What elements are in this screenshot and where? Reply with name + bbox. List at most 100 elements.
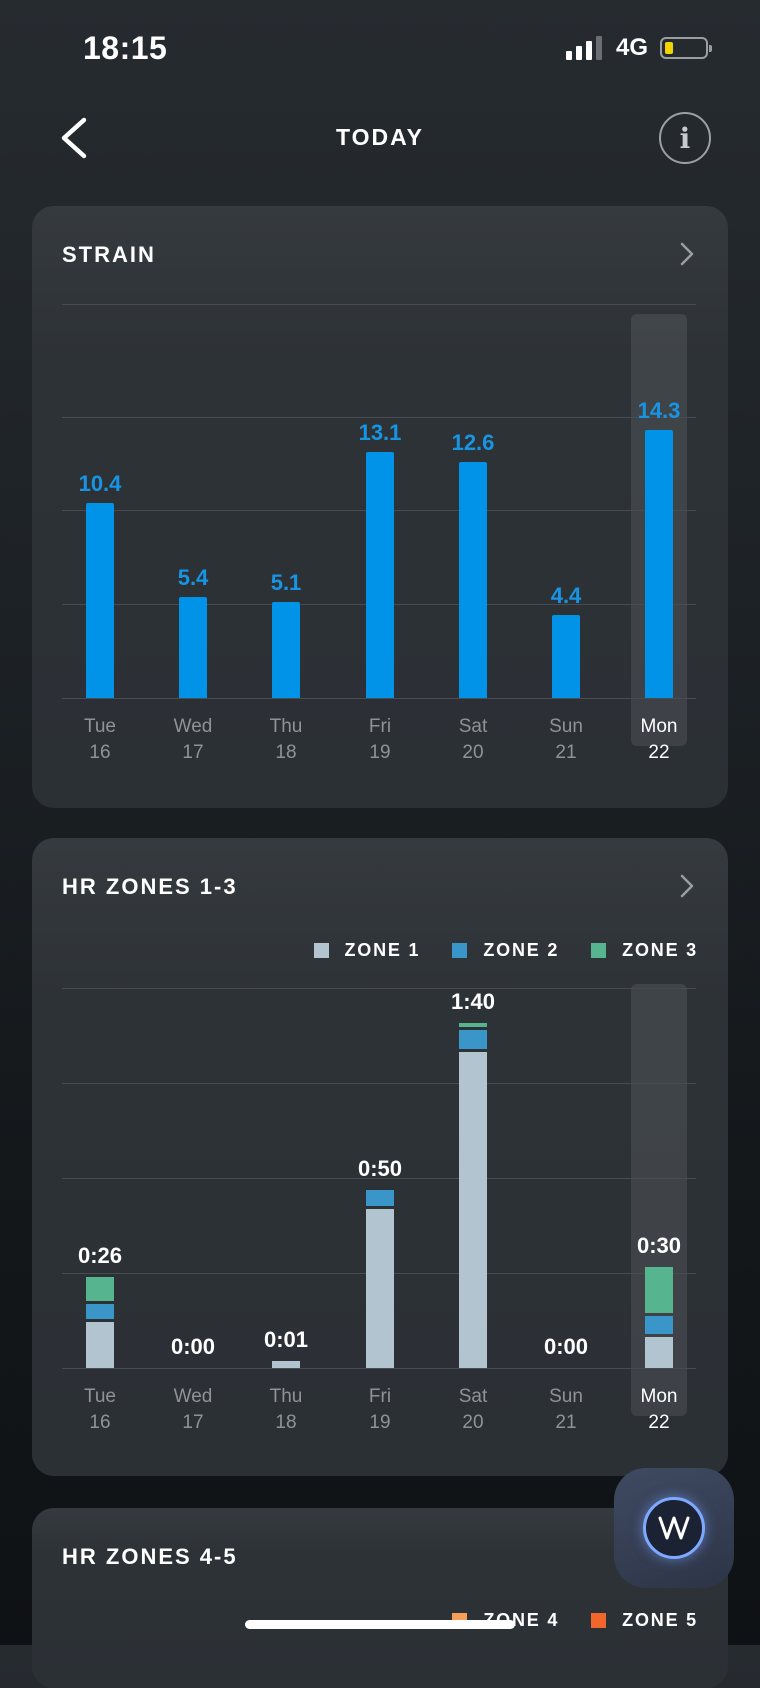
day-label: Sat 20 [428,1384,518,1436]
strain-bar [645,429,673,698]
gridline [62,304,696,305]
strain-value-label: 13.1 [358,420,402,446]
day-date: 20 [462,1412,484,1433]
day-name: Tue [83,716,117,737]
zone2-swatch [452,943,468,958]
strain-card[interactable]: STRAIN Tue 16 Wed 17 Thu 18 Fri 19 Sat 20 Sun 21 Mon… [32,206,728,808]
strain-bar [459,461,487,698]
day-date: 21 [555,742,577,763]
day-name: Sat [458,1386,488,1407]
strain-bar [179,596,207,698]
day-name: Sat [458,716,488,737]
legend-label: ZONE 1 [344,940,421,960]
day-name: Wed [173,716,213,737]
coach-button[interactable] [614,1468,734,1588]
day-label: Mon 22 [614,1384,704,1436]
legend-item: ZONE 2 [452,940,559,961]
day-label: Sat 20 [428,714,518,766]
day-label: Wed 17 [148,1384,238,1436]
day-name: Thu [269,1386,303,1407]
strain-value-label: 5.4 [177,564,209,590]
day-date: 17 [182,1412,204,1433]
zone1-segment [272,1361,300,1368]
strain-value-label: 4.4 [550,583,582,609]
hr13-total-label: 1:40 [450,988,496,1014]
page-title: TODAY [336,124,424,150]
day-date: 19 [369,742,391,763]
hr-zones-1-3-card[interactable]: HR ZONES 1-3 ZONE 1 ZONE 2 ZONE 3 Tue 16 W… [32,838,728,1476]
zone3-segment [86,1277,114,1301]
day-name: Thu [269,716,303,737]
day-label: Tue 16 [55,714,145,766]
strain-bar [86,502,114,698]
strain-value-label: 14.3 [637,397,681,423]
day-label: Thu 18 [241,714,331,766]
day-name: Fri [368,1386,392,1407]
signal-icon [565,36,604,60]
day-date: 16 [89,742,111,763]
hr13-total-label: 0:30 [636,1233,682,1258]
day-date: 17 [182,742,204,763]
hr13-total-label: 0:01 [263,1327,309,1353]
legend-item: ZONE 5 [591,1610,698,1631]
battery-icon [660,37,712,59]
chevron-right-icon [680,874,694,898]
legend-item: ZONE 3 [591,940,698,961]
network-type: 4G [615,34,648,61]
day-name: Mon [640,716,678,737]
legend-label: ZONE 2 [483,940,560,960]
strain-value-label: 5.1 [270,570,302,596]
day-name: Sun [549,716,583,737]
day-label: Fri 19 [335,1384,425,1436]
info-button[interactable]: i [659,112,711,164]
info-icon: i [679,121,691,155]
hr13-card-title: HR ZONES 1-3 [62,874,238,899]
day-date: 22 [648,742,670,763]
zone1-segment [645,1337,673,1368]
zone1-segment [459,1052,487,1368]
day-date: 21 [555,1412,577,1433]
zone3-segment [645,1267,673,1313]
hr45-card-title: HR ZONES 4-5 [62,1544,238,1569]
strain-card-title: STRAIN [62,242,156,267]
hr13-legend: ZONE 1 ZONE 2 ZONE 3 [298,940,698,961]
zone1-segment [86,1322,114,1368]
day-name: Wed [173,1386,213,1407]
day-name: Mon [640,1386,678,1407]
zone2-segment [86,1303,114,1320]
gridline [62,698,696,699]
whoop-logo-icon [658,1516,690,1540]
status-icons: 4G [565,34,712,62]
zone2-segment [366,1190,394,1206]
strain-value-label: 12.6 [451,429,495,455]
battery-level [665,42,673,54]
back-button[interactable] [56,112,96,164]
legend-item: ZONE 1 [313,940,421,961]
day-label: Sun 21 [521,1384,611,1436]
day-label: Thu 18 [241,1384,331,1436]
day-name: Fri [368,716,392,737]
strain-bar [272,602,300,698]
legend-label: ZONE 5 [622,1610,698,1630]
day-date: 20 [462,742,484,763]
hr13-total-label: 0:50 [357,1156,403,1182]
zone1-swatch [313,943,329,958]
day-label: Mon 22 [614,714,704,766]
home-indicator [245,1620,515,1629]
zone2-segment [645,1315,673,1335]
day-date: 18 [275,742,297,763]
zone3-segment [459,1022,487,1027]
gridline [62,417,696,418]
chevron-right-icon [680,242,694,266]
zone1-segment [366,1208,394,1368]
chevron-left-icon [61,117,87,159]
strain-bar [366,452,394,698]
gridline [62,1368,696,1369]
day-name: Tue [83,1386,117,1407]
day-label: Tue 16 [55,1384,145,1436]
gridline [62,988,696,989]
day-name: Sun [549,1386,583,1407]
strain-bar [552,615,580,698]
gridline [62,1178,696,1179]
zone3-swatch [591,943,607,958]
